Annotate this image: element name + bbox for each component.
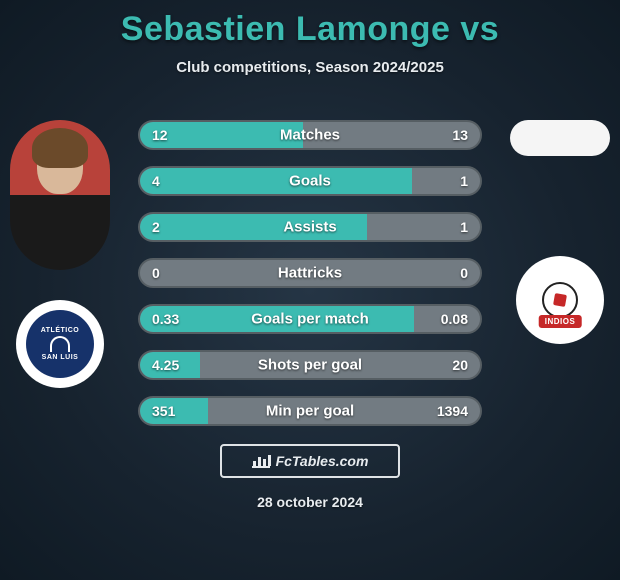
date-label: 28 october 2024: [257, 494, 363, 510]
stat-label: Matches: [280, 127, 340, 144]
stat-bar: 0 Hattricks 0: [138, 258, 482, 288]
branding-text: FcTables.com: [276, 453, 369, 469]
stat-value-left: 2: [140, 219, 160, 235]
stat-fill-left: [140, 168, 412, 194]
stat-bar: 351 Min per goal 1394: [138, 396, 482, 426]
stat-value-left: 351: [140, 403, 175, 419]
left-player-column: ATLÉTICO SAN LUIS: [10, 120, 110, 388]
right-club-badge: INDIOS: [516, 256, 604, 344]
left-club-badge: ATLÉTICO SAN LUIS: [16, 300, 104, 388]
right-club-text: INDIOS: [539, 315, 582, 328]
stat-bar: 12 Matches 13: [138, 120, 482, 150]
stat-value-left: 4.25: [140, 357, 179, 373]
stat-label: Goals per match: [251, 311, 369, 328]
soccer-ball-icon: [542, 282, 578, 318]
left-player-avatar: [10, 120, 110, 270]
branding-badge: FcTables.com: [220, 444, 400, 478]
bar-chart-icon: [252, 454, 270, 468]
dome-icon: [50, 336, 70, 352]
stat-label: Hattricks: [278, 265, 342, 282]
stat-label: Min per goal: [266, 403, 354, 420]
stat-bar: 4 Goals 1: [138, 166, 482, 196]
stat-value-right: 1394: [437, 403, 480, 419]
right-player-avatar-placeholder: [510, 120, 610, 156]
stat-value-left: 0.33: [140, 311, 179, 327]
stat-value-right: 0.08: [441, 311, 480, 327]
stat-value-right: 13: [452, 127, 480, 143]
left-club-text-bottom: SAN LUIS: [42, 354, 79, 361]
stat-label: Goals: [289, 173, 331, 190]
stat-value-left: 4: [140, 173, 160, 189]
stat-bar: 4.25 Shots per goal 20: [138, 350, 482, 380]
left-club-text-top: ATLÉTICO: [41, 327, 79, 334]
stats-bars: 12Matches134Goals12Assists10Hattricks00.…: [138, 120, 482, 426]
stat-label: Assists: [283, 219, 336, 236]
page-title: Sebastien Lamonge vs: [0, 0, 620, 49]
stat-value-left: 12: [140, 127, 168, 143]
stat-bar: 2 Assists 1: [138, 212, 482, 242]
stat-value-right: 1: [460, 219, 480, 235]
stat-bar: 0.33 Goals per match 0.08: [138, 304, 482, 334]
stat-value-left: 0: [140, 265, 160, 281]
right-player-column: INDIOS: [510, 120, 610, 344]
page-subtitle: Club competitions, Season 2024/2025: [0, 59, 620, 76]
stat-value-right: 20: [452, 357, 480, 373]
stat-label: Shots per goal: [258, 357, 362, 374]
stat-value-right: 1: [460, 173, 480, 189]
stat-value-right: 0: [460, 265, 480, 281]
